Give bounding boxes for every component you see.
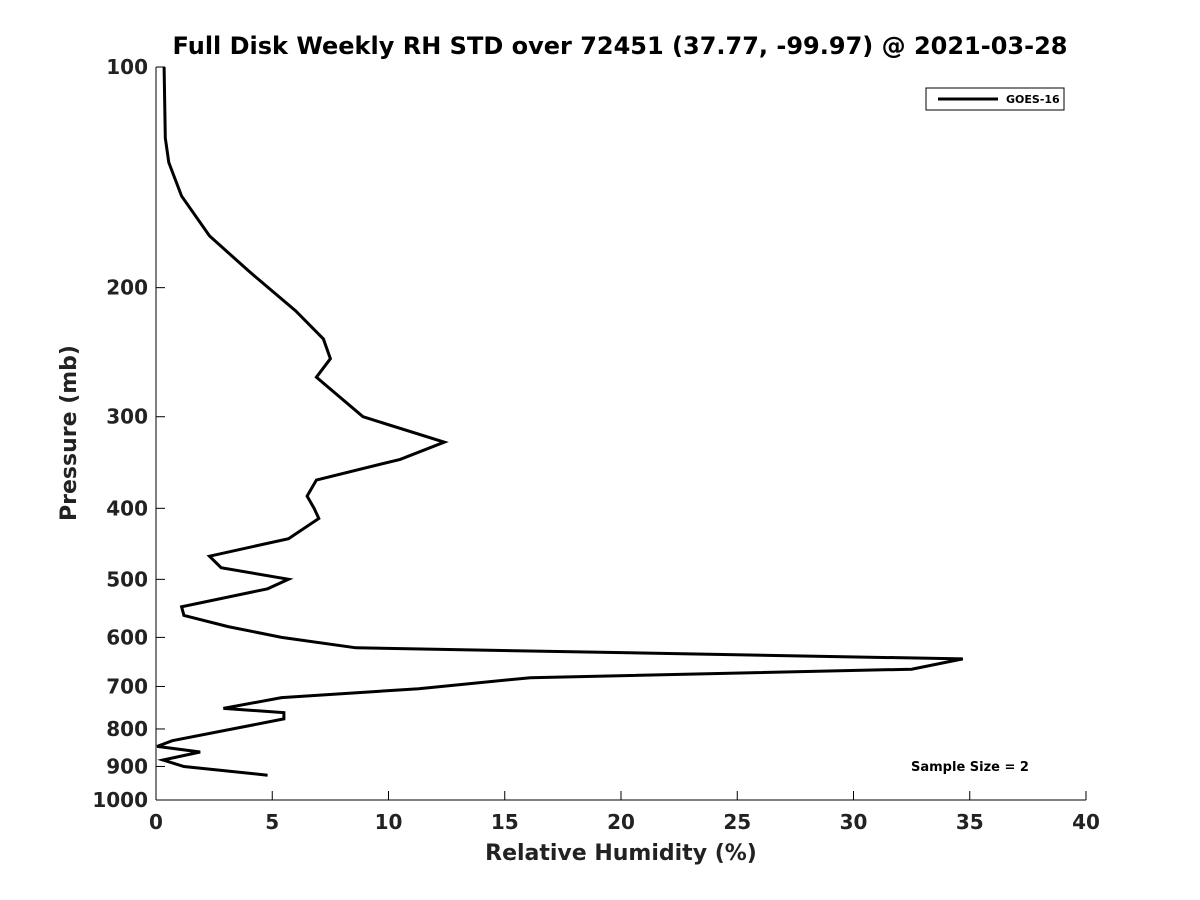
y-tick-label-600: 600: [106, 625, 148, 649]
y-tick-label-700: 700: [106, 674, 148, 698]
legend-label-goes-16: GOES-16: [1006, 93, 1060, 106]
x-tick-label-35: 35: [956, 810, 984, 834]
x-tick-label-15: 15: [491, 810, 519, 834]
x-tick-label-40: 40: [1072, 810, 1100, 834]
y-tick-label-300: 300: [106, 405, 148, 429]
y-tick-label-1000: 1000: [92, 788, 148, 812]
legend: GOES-16: [925, 87, 1065, 111]
series-line-goes-16: [156, 66, 964, 777]
series-group: [156, 66, 964, 777]
y-tick-label-800: 800: [106, 717, 148, 741]
plot-frame: [155, 67, 1086, 801]
x-ticks: 0 5 10 15 20 25 30 35 40: [149, 791, 1100, 834]
x-axis-label: Relative Humidity (%): [485, 841, 757, 866]
x-tick-label-10: 10: [375, 810, 403, 834]
y-tick-label-200: 200: [106, 276, 148, 300]
y-ticks: 100 200 300 400 500 600 700 800 900 1000: [92, 55, 165, 812]
x-tick-label-5: 5: [265, 810, 279, 834]
y-axis-label: Pressure (mb): [57, 345, 82, 521]
y-tick-label-400: 400: [106, 496, 148, 520]
y-tick-label-500: 500: [106, 567, 148, 591]
x-tick-label-25: 25: [723, 810, 751, 834]
sample-size-annotation: Sample Size = 2: [911, 760, 1029, 775]
x-tick-label-0: 0: [149, 810, 163, 834]
y-tick-label-900: 900: [106, 754, 148, 778]
chart-title: Full Disk Weekly RH STD over 72451 (37.7…: [173, 32, 1068, 60]
y-tick-label-100: 100: [106, 55, 148, 79]
x-tick-label-30: 30: [840, 810, 868, 834]
x-tick-label-20: 20: [607, 810, 635, 834]
